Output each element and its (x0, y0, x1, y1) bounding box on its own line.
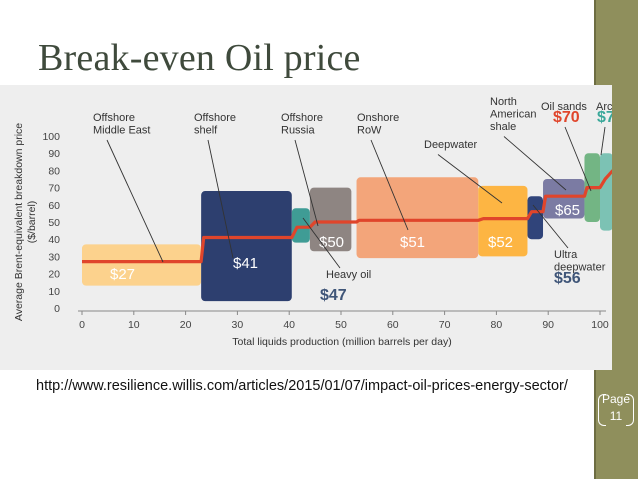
leader-line-arctic-to-curve (600, 126, 606, 156)
break-even-chart: Average Brent-equivalent breakdown price… (13, 96, 612, 348)
category-label-offshore-middle-east-line-1: Offshore (93, 112, 135, 124)
x-axis-label: Total liquids production (million barrel… (232, 336, 451, 348)
leader-line-onshore-row (370, 139, 409, 231)
bracket-right-decoration (626, 394, 634, 426)
x-tick-label: 30 (232, 319, 244, 331)
category-label-offshore-russia-line-2: Russia (281, 125, 316, 137)
y-tick-label: 50 (48, 217, 60, 229)
y-axis-label-line-2: ($/barrel) (26, 201, 38, 244)
segment-box-offshore-shelf (201, 191, 292, 302)
y-tick-label: 90 (48, 148, 60, 160)
value-label-offshore-middle-east: $27 (110, 266, 135, 283)
category-label-offshore-shelf-line-1: Offshore (194, 112, 236, 124)
category-label-oil-sands: Oil sands (541, 101, 587, 113)
slide-title: Break-even Oil price (38, 37, 361, 79)
x-tick-label: 0 (79, 319, 85, 331)
x-tick-label: 40 (283, 319, 295, 331)
category-label-heavy-oil: Heavy oil (326, 269, 371, 281)
category-label-north-american-shale-line-2: American (490, 109, 536, 121)
leader-line-north-american-shale (503, 136, 567, 191)
value-label-north-american-shale: $65 (555, 202, 580, 219)
y-tick-label: 70 (48, 183, 60, 195)
category-label-offshore-shelf-line-2: shelf (194, 125, 218, 137)
category-label-arctic: Arctic (596, 101, 612, 113)
category-label-deepwater: Deepwater (424, 139, 478, 151)
x-tick-label: 100 (591, 319, 609, 331)
source-url[interactable]: http://www.resilience.willis.com/article… (36, 378, 568, 394)
y-tick-label: 10 (48, 286, 60, 298)
value-label-deepwater: $52 (488, 234, 513, 251)
chart-container: Average Brent-equivalent breakdown price… (0, 85, 612, 370)
x-tick-label: 70 (439, 319, 451, 331)
value-label-onshore-row: $51 (400, 234, 425, 251)
y-tick-label: 80 (48, 165, 60, 177)
category-label-offshore-middle-east-line-2: Middle East (93, 125, 150, 137)
category-label-north-american-shale-line-1: North (490, 96, 517, 108)
segment-box-onshore-row (356, 177, 479, 259)
y-tick-label: 0 (54, 303, 60, 315)
leader-line-offshore-russia (294, 139, 319, 227)
leader-line-deepwater (437, 154, 503, 204)
x-tick-label: 10 (128, 319, 140, 331)
value-label-arctic: $75 (597, 109, 612, 126)
leader-line-offshore-shelf (207, 139, 234, 259)
category-label-north-american-shale-line-3: shale (490, 121, 516, 133)
x-tick-label: 20 (180, 319, 192, 331)
leader-line-oil-sands-to-curve (564, 126, 592, 192)
category-label-offshore-russia-line-1: Offshore (281, 112, 323, 124)
segment-box-north-american-shale (543, 179, 585, 219)
value-label-oil-sands: $70 (553, 109, 580, 126)
value-label-offshore-russia: $50 (319, 234, 344, 251)
category-label-ultra-deepwater-line-2: deepwater (554, 262, 606, 274)
cost-curve-line (82, 169, 612, 264)
y-axis-label-line-1: Average Brent-equivalent breakdown price (13, 123, 25, 321)
x-tick-label: 80 (491, 319, 503, 331)
leader-line-ultra-deepwater (532, 204, 569, 249)
bracket-left-decoration (598, 394, 606, 426)
y-tick-label: 60 (48, 200, 60, 212)
y-tick-label: 100 (42, 131, 60, 143)
segment-box-heavy-oil (291, 208, 310, 243)
category-label-onshore-row-line-2: RoW (357, 125, 382, 137)
x-tick-label: 60 (387, 319, 399, 331)
value-label-offshore-shelf: $41 (233, 255, 258, 272)
y-tick-label: 30 (48, 251, 60, 263)
segment-box-offshore-middle-east (82, 244, 202, 286)
leader-line-offshore-middle-east (106, 139, 164, 263)
page-label: Page (601, 392, 631, 406)
page-number: 11 (609, 409, 623, 423)
y-tick-label: 40 (48, 234, 60, 246)
x-tick-label: 90 (542, 319, 554, 331)
category-label-onshore-row-line-1: Onshore (357, 112, 399, 124)
value-label-heavy-oil: $47 (320, 287, 347, 304)
segment-box-deepwater (478, 185, 528, 257)
value-label-ultra-deepwater: $56 (554, 270, 581, 287)
x-tick-label: 50 (335, 319, 347, 331)
category-label-ultra-deepwater-line-1: Ultra (554, 249, 578, 261)
leader-line-heavy-oil (302, 217, 341, 269)
y-tick-label: 20 (48, 269, 60, 281)
page-number-badge: Page 11 (598, 392, 634, 428)
segment-box-ultra-deepwater (527, 196, 544, 240)
segment-box-arctic (600, 153, 612, 231)
segment-box-offshore-russia (309, 187, 352, 252)
